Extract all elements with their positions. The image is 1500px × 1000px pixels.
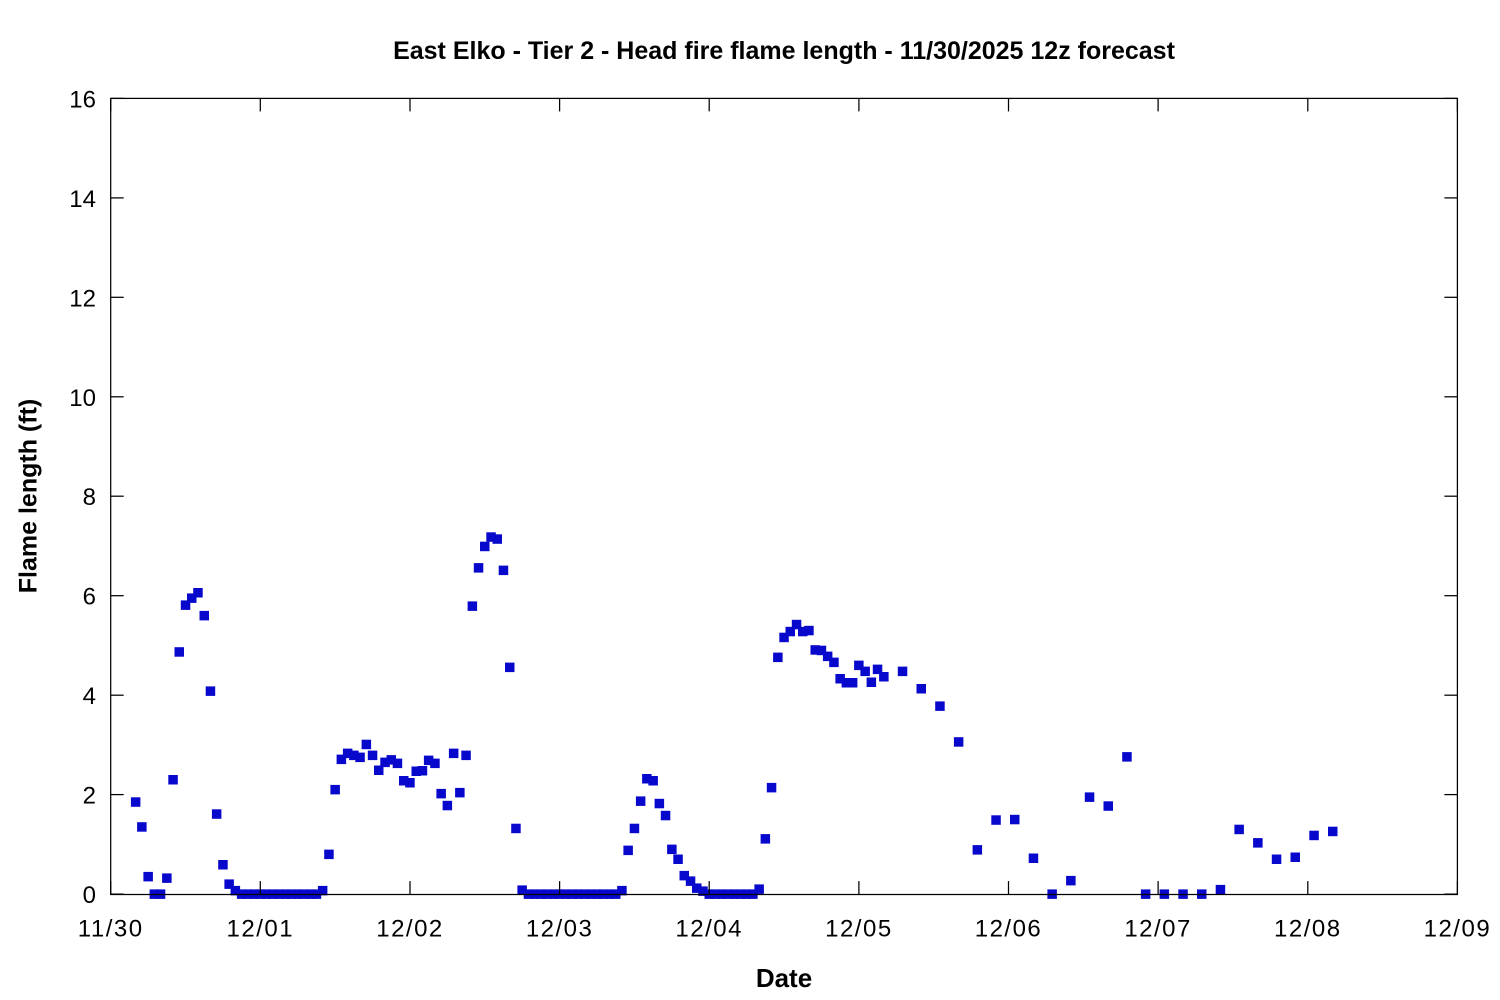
- svg-text:12/07: 12/07: [1124, 916, 1192, 943]
- svg-text:8: 8: [83, 484, 96, 511]
- svg-text:11/30: 11/30: [78, 916, 144, 943]
- svg-text:10: 10: [69, 385, 96, 412]
- svg-text:12/06: 12/06: [975, 916, 1043, 943]
- svg-text:14: 14: [69, 186, 96, 213]
- svg-text:16: 16: [69, 86, 96, 113]
- svg-text:6: 6: [83, 584, 96, 611]
- svg-text:12/01: 12/01: [227, 916, 295, 943]
- svg-text:12/02: 12/02: [376, 916, 444, 943]
- svg-text:12/09: 12/09: [1424, 916, 1492, 943]
- svg-text:12/05: 12/05: [825, 916, 893, 943]
- svg-text:4: 4: [83, 683, 96, 710]
- svg-text:East Elko - Tier 2 - Head fire: East Elko - Tier 2 - Head fire flame len…: [393, 37, 1175, 65]
- svg-text:12/04: 12/04: [675, 916, 743, 943]
- svg-text:Flame length (ft): Flame length (ft): [15, 399, 43, 593]
- svg-text:Date: Date: [756, 963, 812, 993]
- svg-text:12/08: 12/08: [1274, 916, 1342, 943]
- svg-text:2: 2: [83, 783, 96, 810]
- svg-text:12: 12: [69, 285, 96, 312]
- svg-text:0: 0: [83, 882, 96, 909]
- svg-text:12/03: 12/03: [526, 916, 594, 943]
